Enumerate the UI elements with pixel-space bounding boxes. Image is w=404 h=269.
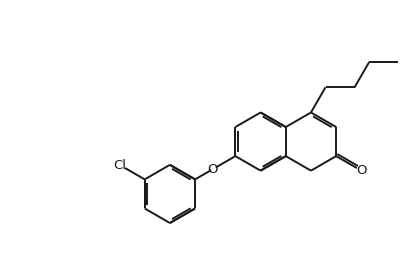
Text: O: O xyxy=(207,163,217,176)
Text: O: O xyxy=(356,164,366,177)
Text: Cl: Cl xyxy=(113,158,126,172)
